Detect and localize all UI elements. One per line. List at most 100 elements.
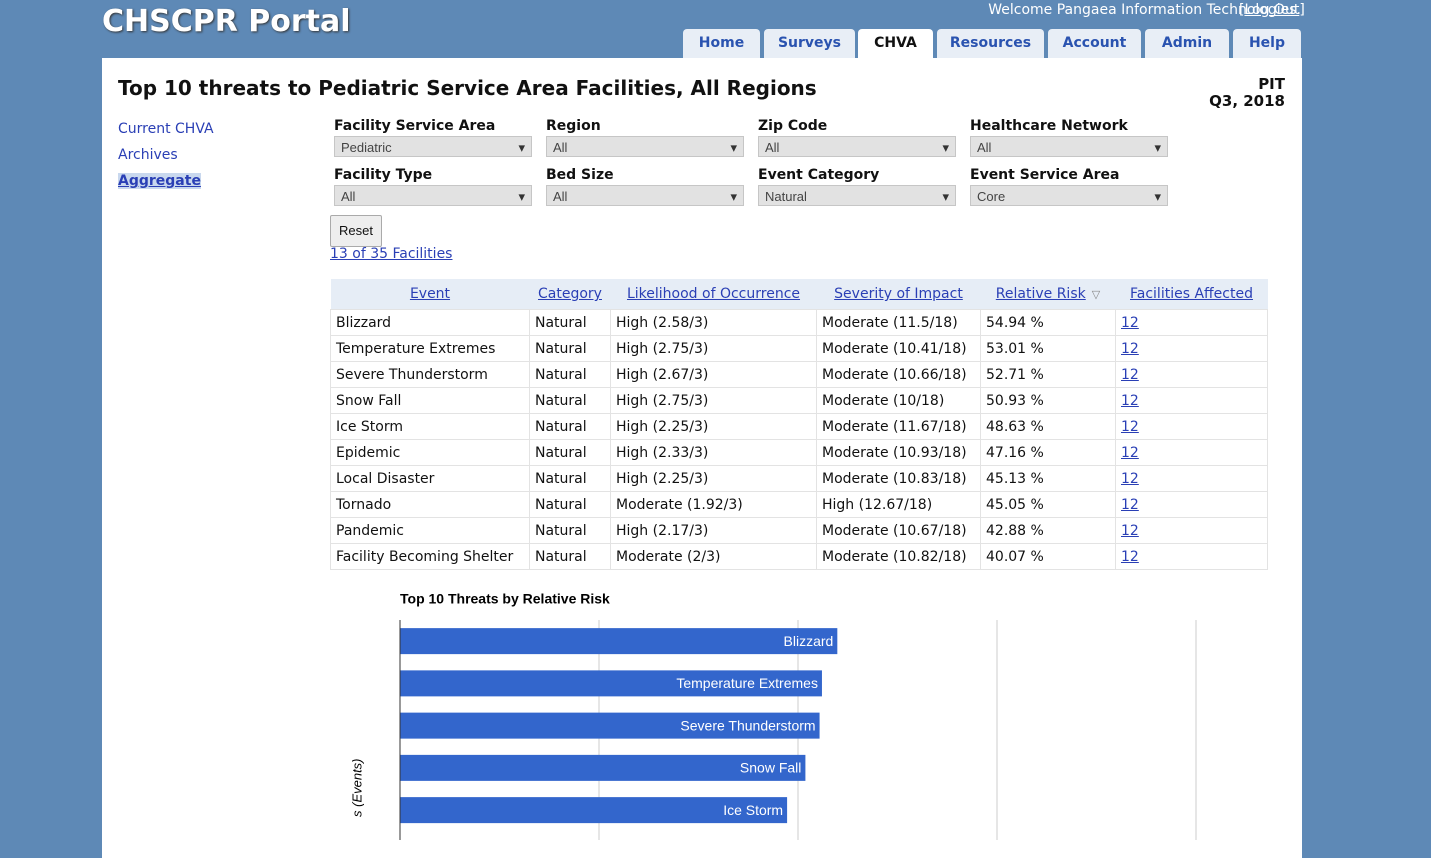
filter-label: Event Service Area bbox=[970, 167, 1120, 183]
table-cell: 12 bbox=[1115, 491, 1268, 518]
bar-label: Temperature Extremes bbox=[676, 675, 818, 691]
nav-tab[interactable]: Account bbox=[1048, 29, 1141, 58]
table-row: Blizzard Natural High (2.58/3) Moderate (11… bbox=[330, 309, 1268, 336]
sidebar-link[interactable]: Archives bbox=[118, 147, 178, 163]
table-cell: 42.88 % bbox=[980, 517, 1116, 544]
table-row: Snow Fall Natural High (2.75/3) Moderate (1… bbox=[330, 387, 1268, 414]
column-header: Likelihood of Occurrence bbox=[610, 279, 817, 310]
table-row: Temperature Extremes Natural High (2.75/3)… bbox=[330, 335, 1268, 362]
table-row: Severe Thunderstorm Natural High (2.67/3) M… bbox=[330, 361, 1268, 388]
filter-label: Region bbox=[546, 118, 601, 134]
table-cell: High (2.17/3) bbox=[610, 517, 817, 544]
facilities-link[interactable]: 12 bbox=[1121, 392, 1139, 409]
table-row: Pandemic Natural High (2.17/3) Moderate (10… bbox=[330, 517, 1268, 544]
filter-select[interactable]: Natural bbox=[758, 185, 956, 207]
facilities-link[interactable]: 12 bbox=[1121, 418, 1139, 435]
sort-link[interactable]: Facilities Affected bbox=[1130, 286, 1253, 302]
table-cell: Moderate (11.5/18) bbox=[816, 309, 981, 336]
sort-link[interactable]: Relative Risk bbox=[995, 286, 1086, 302]
facilities-link[interactable]: 12 bbox=[1121, 496, 1139, 513]
table-cell: 12 bbox=[1115, 439, 1268, 466]
table-row: Ice Storm Natural High (2.25/3) Moderate (1… bbox=[330, 413, 1268, 440]
sort-link[interactable]: Severity of Impact bbox=[834, 286, 963, 302]
bar bbox=[400, 712, 820, 739]
table-cell: 12 bbox=[1115, 335, 1268, 362]
table-cell: Temperature Extremes bbox=[330, 335, 530, 362]
table-cell: 52.71 % bbox=[980, 361, 1116, 388]
table-cell: Moderate (10.83/18) bbox=[816, 465, 981, 492]
filter-label: Bed Size bbox=[546, 167, 614, 183]
nav-tab[interactable]: Resources bbox=[937, 29, 1044, 58]
filter-select[interactable]: Core bbox=[970, 185, 1168, 207]
sidebar-link[interactable]: Current CHVA bbox=[118, 121, 214, 137]
table-cell: Natural bbox=[529, 517, 611, 544]
table-row: Epidemic Natural High (2.33/3) Moderate (10… bbox=[330, 439, 1268, 466]
facilities-link[interactable]: 12 bbox=[1121, 444, 1139, 461]
bar bbox=[400, 628, 838, 655]
table-cell: 40.07 % bbox=[980, 543, 1116, 570]
bar-label: Blizzard bbox=[784, 633, 834, 649]
facilities-link[interactable]: 12 bbox=[1121, 314, 1139, 331]
filter-label: Event Category bbox=[758, 167, 880, 183]
table-cell: 48.63 % bbox=[980, 413, 1116, 440]
table-cell: High (2.75/3) bbox=[610, 387, 817, 414]
reset-button[interactable]: Reset bbox=[330, 215, 382, 247]
nav-tab[interactable]: Home bbox=[683, 29, 760, 58]
table-cell: Snow Fall bbox=[330, 387, 530, 414]
table-row: Local Disaster Natural High (2.25/3) Modera… bbox=[330, 465, 1268, 492]
filter-select[interactable]: All bbox=[758, 136, 956, 158]
filter-label: Healthcare Network bbox=[970, 118, 1128, 134]
table-cell: High (2.75/3) bbox=[610, 335, 817, 362]
table-cell: Natural bbox=[529, 439, 611, 466]
facilities-link[interactable]: 12 bbox=[1121, 340, 1139, 357]
facilities-link[interactable]: 12 bbox=[1121, 366, 1139, 383]
filter-select[interactable]: All bbox=[970, 136, 1168, 158]
table-cell: High (2.25/3) bbox=[610, 413, 817, 440]
sort-link[interactable]: Likelihood of Occurrence bbox=[626, 286, 801, 302]
filter-select[interactable]: All bbox=[334, 185, 532, 207]
table-cell: Facility Becoming Shelter bbox=[330, 543, 530, 570]
logout-link[interactable]: Log Out bbox=[1244, 2, 1300, 18]
table-cell: Moderate (1.92/3) bbox=[610, 491, 817, 518]
table-cell: Ice Storm bbox=[330, 413, 530, 440]
table-cell: Tornado bbox=[330, 491, 530, 518]
facilities-link[interactable]: 12 bbox=[1121, 548, 1139, 565]
table-cell: Natural bbox=[529, 491, 611, 518]
facilities-link[interactable]: 12 bbox=[1121, 470, 1139, 487]
facilities-link[interactable]: 13 of 35 Facilities bbox=[330, 246, 453, 262]
table-cell: Moderate (10.67/18) bbox=[816, 517, 981, 544]
table-cell: High (2.33/3) bbox=[610, 439, 817, 466]
table-cell: Local Disaster bbox=[330, 465, 530, 492]
nav-tab[interactable]: Admin bbox=[1145, 29, 1229, 58]
table-cell: 12 bbox=[1115, 543, 1268, 570]
sort-link[interactable]: Category bbox=[538, 286, 602, 302]
table-cell: Moderate (10.93/18) bbox=[816, 439, 981, 466]
table-cell: 12 bbox=[1115, 465, 1268, 492]
sidebar-link[interactable]: Aggregate bbox=[118, 173, 201, 189]
filter-label: Facility Type bbox=[334, 167, 433, 183]
filter-select[interactable]: All bbox=[546, 185, 744, 207]
table-cell: High (2.67/3) bbox=[610, 361, 817, 388]
table-cell: 12 bbox=[1115, 309, 1268, 336]
table-cell: High (12.67/18) bbox=[816, 491, 981, 518]
table-cell: Pandemic bbox=[330, 517, 530, 544]
table-cell: High (2.58/3) bbox=[610, 309, 817, 336]
table-cell: Moderate (11.67/18) bbox=[816, 413, 981, 440]
filter-label: Facility Service Area bbox=[334, 118, 496, 134]
filter-select[interactable]: Pediatric bbox=[334, 136, 532, 158]
table-cell: Natural bbox=[529, 361, 611, 388]
welcome-text: Welcome Pangaea Information Technologies… bbox=[988, 2, 1301, 18]
sort-indicator: ▽ bbox=[1091, 288, 1101, 301]
table-cell: 12 bbox=[1115, 361, 1268, 388]
nav-tab[interactable]: Surveys bbox=[764, 29, 855, 58]
nav-tab[interactable]: CHVA bbox=[858, 29, 933, 58]
nav-tab[interactable]: Help bbox=[1233, 29, 1301, 58]
column-header: Category bbox=[529, 279, 611, 310]
filter-select[interactable]: All bbox=[546, 136, 744, 158]
sort-link[interactable]: Event bbox=[409, 286, 451, 302]
table-cell: Epidemic bbox=[330, 439, 530, 466]
table-cell: Moderate (2/3) bbox=[610, 543, 817, 570]
table-cell: Moderate (10.66/18) bbox=[816, 361, 981, 388]
facilities-link[interactable]: 12 bbox=[1121, 522, 1139, 539]
table-cell: Natural bbox=[529, 465, 611, 492]
